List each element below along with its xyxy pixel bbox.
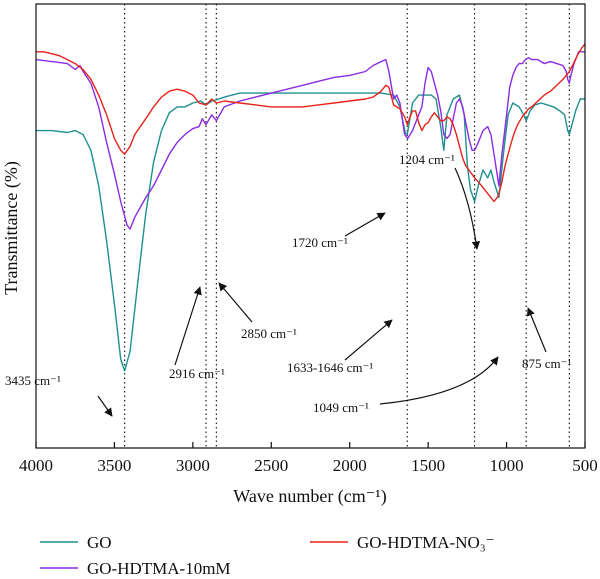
x-tick-label: 4000 bbox=[19, 456, 53, 475]
x-axis-title: Wave number (cm⁻¹) bbox=[233, 486, 386, 507]
x-tick-label: 1500 bbox=[411, 456, 445, 475]
legend-label: GO-HDTMA-NO₃⁻ bbox=[357, 533, 495, 552]
annotation-label: 2850 cm⁻¹ bbox=[241, 326, 297, 341]
annotation-label: 3435 cm⁻¹ bbox=[5, 373, 61, 388]
x-tick-label: 2500 bbox=[254, 456, 288, 475]
annotation-label: 1720 cm⁻¹ bbox=[292, 235, 348, 250]
annotation-arrow bbox=[379, 356, 499, 405]
x-tick-label: 1000 bbox=[490, 456, 524, 475]
annotation-arrow bbox=[454, 167, 481, 250]
annotation-label: 875 cm⁻¹ bbox=[522, 356, 571, 371]
annotation-label: 1049 cm⁻¹ bbox=[313, 400, 369, 415]
x-tick-label: 3000 bbox=[176, 456, 210, 475]
annotation-label: 1633-1646 cm⁻¹ bbox=[287, 360, 373, 375]
annotation-arrow bbox=[218, 282, 253, 323]
x-tick-label: 500 bbox=[572, 456, 598, 475]
annotation-arrow bbox=[174, 286, 202, 366]
annotation-arrow bbox=[97, 395, 113, 417]
series-line bbox=[36, 92, 585, 372]
annotation-label: 2916 cm⁻¹ bbox=[169, 366, 225, 381]
x-tick-label: 3500 bbox=[97, 456, 131, 475]
plot-frame bbox=[35, 3, 586, 449]
series-layer bbox=[35, 43, 586, 372]
legend-label: GO-HDTMA-10mM bbox=[87, 559, 231, 578]
series-line bbox=[35, 51, 585, 230]
annotations: 3435 cm⁻¹ 2916 cm⁻¹ 2850 cm⁻¹ 1720 cm⁻¹ 1204… bbox=[5, 152, 571, 417]
annotation-arrow bbox=[344, 319, 393, 361]
annotation-arrow bbox=[344, 212, 386, 237]
x-tick-label: 2000 bbox=[333, 456, 367, 475]
x-ticks: 4000 3500 3000 2500 2000 1500 1000 500 bbox=[19, 442, 598, 475]
legend-label: GO bbox=[87, 533, 112, 552]
annotation-label: 1204 cm⁻¹ bbox=[399, 152, 455, 167]
y-axis-title: Transmittance (%) bbox=[1, 161, 22, 295]
reference-lines bbox=[124, 4, 570, 448]
series-line bbox=[36, 43, 586, 203]
legend: GO GO-HDTMA-10mM GO-HDTMA-NO₃⁻ bbox=[40, 533, 495, 578]
annotation-arrow bbox=[526, 307, 547, 353]
